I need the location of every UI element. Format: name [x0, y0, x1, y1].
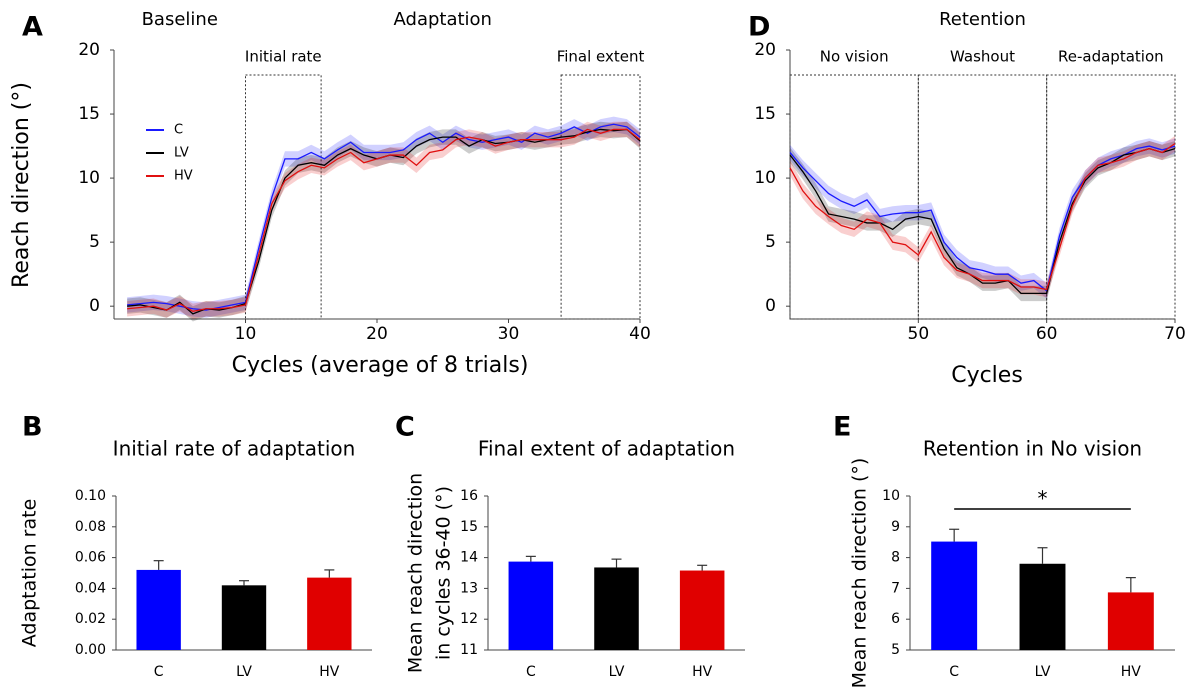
series-line	[789, 142, 1176, 291]
x-tick-label: 60	[1036, 324, 1058, 344]
panel-letter: E	[833, 412, 851, 443]
region-label: No vision	[820, 48, 889, 66]
y-tick-label: 15	[460, 519, 478, 535]
y-axis-label: in cycles 36-40 (°)	[433, 486, 455, 660]
chart-title: Retention in No vision	[923, 437, 1142, 461]
region-box	[789, 74, 919, 320]
bar	[931, 541, 978, 650]
bar	[136, 569, 181, 650]
y-tick-label: 10	[882, 488, 900, 504]
region-label: Washout	[950, 48, 1015, 66]
x-axis-label: Cycles (average of 8 trials)	[232, 353, 529, 378]
y-tick-label: 15	[754, 104, 776, 124]
x-tick-label: 70	[1164, 324, 1186, 344]
x-axis-label: Cycles	[951, 363, 1023, 388]
chart-title: Initial rate of adaptation	[113, 437, 356, 461]
region-box	[1046, 74, 1176, 320]
y-tick-label: 14	[460, 550, 478, 566]
y-tick-label: 0	[89, 296, 100, 316]
y-tick-label: 0.10	[75, 488, 106, 504]
x-tick-label: 20	[366, 324, 388, 344]
x-tick-label: HV	[319, 664, 340, 680]
region-label: Initial rate	[245, 48, 322, 66]
x-tick-label: 30	[498, 324, 520, 344]
chart-title: Final extent of adaptation	[478, 437, 735, 461]
bar	[679, 570, 725, 650]
y-tick-label: 10	[78, 168, 100, 188]
x-tick-label: C	[949, 664, 959, 680]
panel-letter: A	[22, 12, 43, 43]
bar	[594, 567, 639, 650]
phase-label: Adaptation	[394, 9, 492, 30]
x-tick-label: 50	[908, 324, 930, 344]
error-band	[127, 121, 640, 319]
y-tick-label: 20	[754, 40, 776, 60]
region-box	[917, 74, 1048, 320]
y-tick-label: 20	[78, 40, 100, 60]
y-tick-label: 0.08	[75, 519, 106, 535]
y-tick-label: 5	[765, 232, 776, 252]
region-box	[560, 74, 641, 320]
y-axis-label: Mean reach direction (°)	[849, 458, 871, 689]
y-tick-label: 8	[891, 550, 900, 566]
x-tick-label: LV	[609, 664, 625, 680]
y-tick-label: 0.06	[75, 550, 106, 566]
y-tick-label: 6	[891, 611, 900, 627]
significance-label: *	[1038, 487, 1048, 511]
x-tick-label: C	[154, 664, 164, 680]
phase-label: Baseline	[142, 9, 218, 30]
bar	[1019, 563, 1066, 650]
panel-letter: B	[22, 412, 43, 443]
x-tick-label: HV	[1121, 664, 1142, 680]
bar	[221, 585, 267, 650]
x-tick-label: HV	[692, 664, 713, 680]
panel-letter: C	[395, 412, 415, 443]
y-tick-label: 11	[460, 642, 478, 658]
panel-letter: D	[748, 12, 770, 43]
y-axis-label: Mean reach direction	[405, 473, 427, 673]
bar	[1107, 592, 1154, 650]
y-tick-label: 0	[765, 296, 776, 316]
legend-label: HV	[174, 169, 193, 184]
y-tick-label: 0.00	[75, 642, 106, 658]
x-tick-label: LV	[236, 664, 252, 680]
x-tick-label: 10	[235, 324, 257, 344]
y-axis-label: Reach direction (°)	[9, 82, 34, 288]
bar	[508, 561, 554, 650]
y-axis-label: Adaptation rate	[19, 499, 41, 648]
y-tick-label: 0.02	[75, 611, 106, 627]
chart-title: Retention	[939, 9, 1026, 30]
error-band	[790, 138, 1175, 299]
x-tick-label: LV	[1035, 664, 1051, 680]
y-tick-label: 13	[460, 580, 478, 596]
bar	[307, 577, 352, 650]
y-tick-label: 7	[891, 580, 900, 596]
y-tick-label: 5	[891, 642, 900, 658]
series-line	[127, 128, 641, 312]
region-label: Final extent	[557, 48, 645, 66]
legend-label: LV	[174, 146, 189, 161]
y-tick-label: 16	[460, 488, 478, 504]
series-line	[127, 123, 641, 311]
x-tick-label: C	[526, 664, 536, 680]
error-band	[790, 140, 1175, 302]
y-tick-label: 12	[460, 611, 478, 627]
region-box	[245, 74, 322, 320]
x-tick-label: 40	[629, 324, 651, 344]
region-label: Re-adaptation	[1058, 48, 1164, 66]
y-tick-label: 9	[891, 519, 900, 535]
series-line	[789, 145, 1176, 292]
y-tick-label: 0.04	[75, 580, 106, 596]
legend-label: C	[174, 123, 183, 138]
y-tick-label: 10	[754, 168, 776, 188]
y-tick-label: 5	[89, 232, 100, 252]
y-tick-label: 15	[78, 104, 100, 124]
